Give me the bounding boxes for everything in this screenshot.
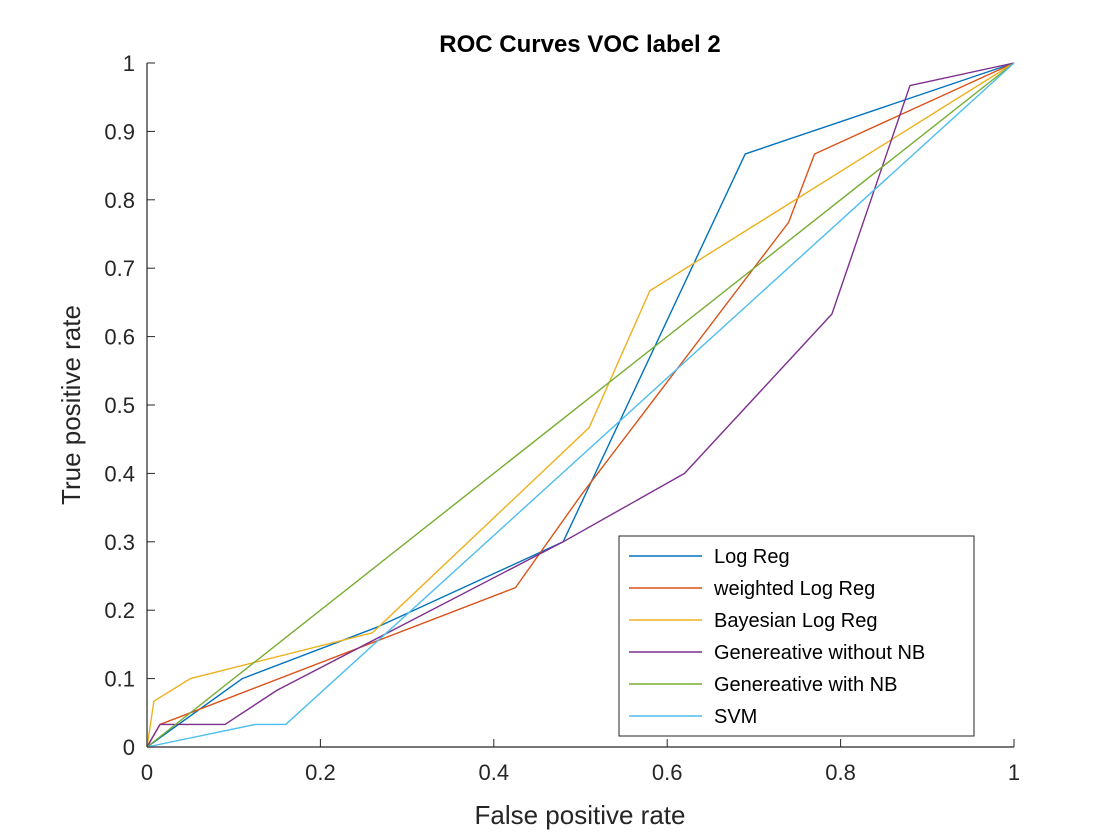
y-tick-label: 0.2 [104,598,135,623]
y-tick-label: 0.7 [104,256,135,281]
legend-label: Log Reg [714,546,790,568]
x-tick-label: 0.2 [305,760,336,785]
series-line [146,62,1015,748]
x-tick-label: 1 [1008,760,1020,785]
y-tick-label: 0 [123,735,135,760]
series-layer [146,62,1015,748]
series-line [146,62,1015,748]
series-line [146,62,1015,748]
legend: Log Reg weighted Log Reg Bayesian Log Reg G… [618,535,975,737]
x-tick-label: 0.6 [652,760,683,785]
chart-title: ROC Curves VOC label 2 [439,31,720,58]
y-tick-label: 0.8 [104,188,135,213]
legend-label: SVM [714,706,757,728]
y-tick-label: 0.3 [104,530,135,555]
y-tick-label: 0.9 [104,119,135,144]
series-line [146,62,1015,748]
y-axis-label: True positive rate [56,305,86,505]
x-tick-label: 0.8 [825,760,856,785]
legend-box [618,535,975,737]
y-tick-label: 0.6 [104,325,135,350]
x-tick-label: 0.4 [479,760,510,785]
legend-label: Bayesian Log Reg [714,610,877,632]
legend-label: Genereative without NB [714,642,925,664]
legend-label: Genereative with NB [714,674,897,696]
axis-ticks: 0 0.2 0.4 0.6 0.8 1 0 0.1 0.2 0.3 0.4 0.5 0.6 0.7 0.8 0… [104,51,1020,785]
series-line [146,62,1015,748]
y-tick-label: 1 [123,51,135,76]
y-tick-label: 0.1 [104,667,135,692]
legend-label: weighted Log Reg [713,578,875,600]
y-tick-label: 0.5 [104,393,135,418]
x-tick-label: 0 [141,760,153,785]
y-tick-label: 0.4 [104,461,135,486]
x-axis-label: False positive rate [475,800,686,830]
